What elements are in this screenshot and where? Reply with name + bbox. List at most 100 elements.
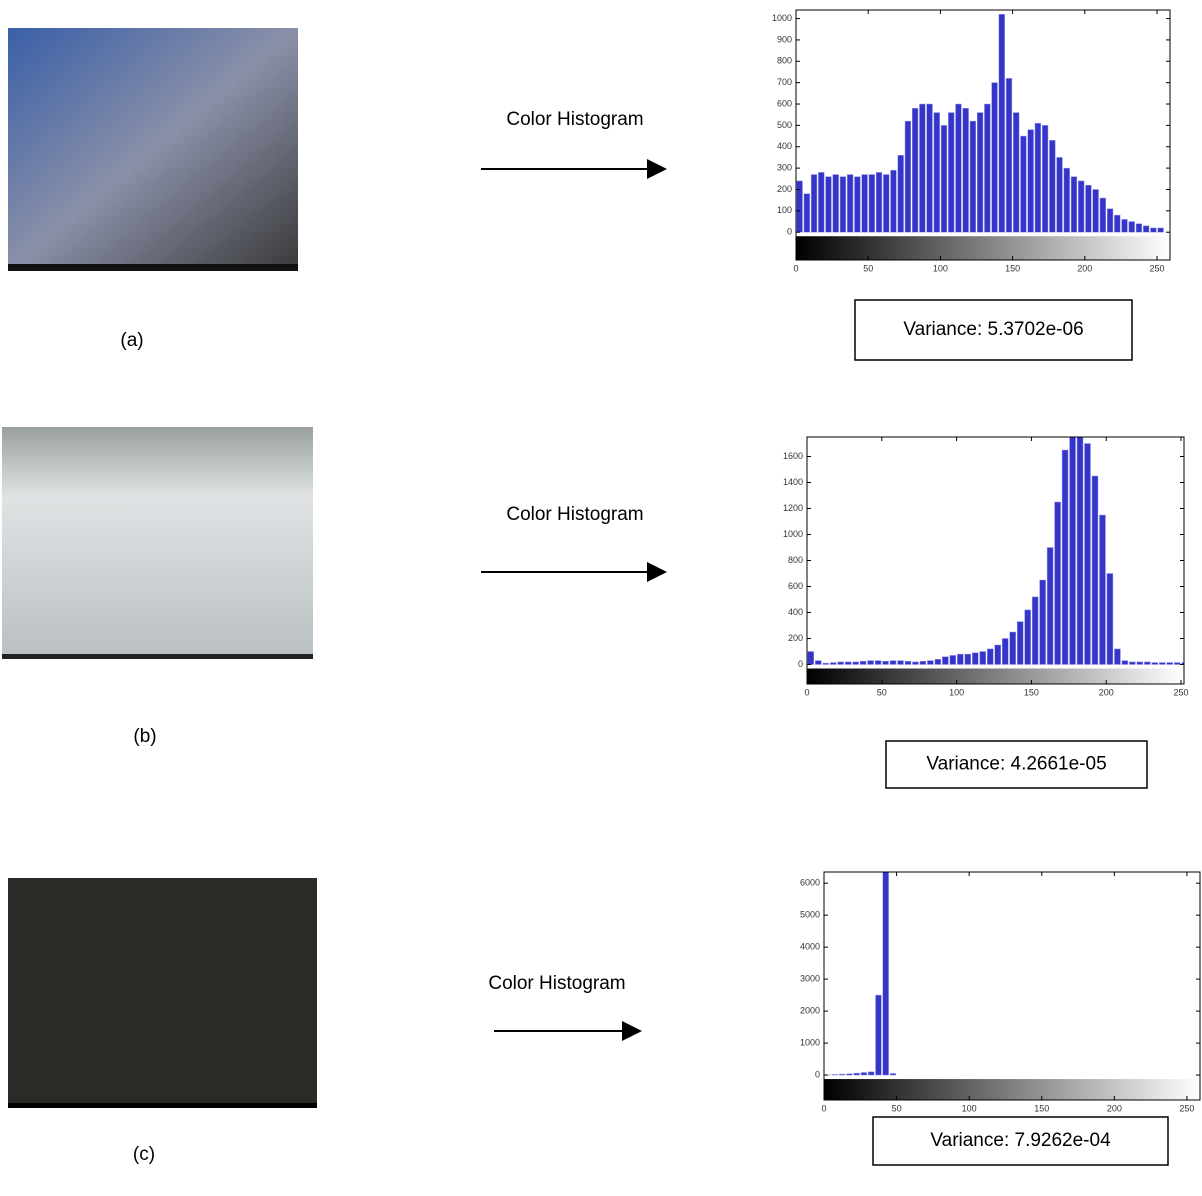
bar [994,644,1001,665]
bar [853,1072,860,1076]
bar [1151,662,1159,665]
x-tick-label: 250 [1173,687,1188,697]
bar [1063,167,1070,233]
bar [1016,621,1024,665]
bar [868,174,875,233]
y-tick-label: 0 [798,659,803,669]
bars [796,14,1164,233]
bar [1136,661,1144,665]
y-tick-label: 1000 [772,13,792,23]
bar [1078,180,1085,233]
bars [824,872,897,1076]
bar [897,155,904,233]
bar [1031,596,1039,665]
bar [839,176,847,233]
x-tick-label: 0 [804,687,809,697]
x-tick-label: 50 [877,687,887,697]
bar [847,174,854,233]
y-tick-label: 3000 [800,973,820,983]
bar [883,174,890,233]
bar [829,662,837,665]
bar [1054,501,1061,665]
bar [984,103,991,233]
bar [911,108,919,233]
x-tick-label: 150 [1005,263,1020,273]
photo-border [8,264,298,271]
y-tick-label: 400 [777,141,792,151]
x-tick-label: 250 [1149,263,1164,273]
photo-border [8,1103,317,1108]
bar [948,112,955,233]
bar [1159,662,1166,665]
bar [1092,189,1099,233]
axes-frame [823,871,1201,1101]
variance-text: Variance: 4.2661e-05 [926,754,1106,775]
bar [1099,197,1106,233]
bar [1039,579,1046,665]
bar [890,170,897,233]
bar [868,1071,875,1076]
panel-label: (b) [133,726,156,747]
x-tick-label: 200 [1099,687,1114,697]
axes-frame [795,9,1171,261]
x-tick-label: 100 [962,1103,977,1113]
bar [904,661,912,665]
bar [831,1074,839,1076]
y-tick-label: 1200 [783,503,803,513]
panel-label: (a) [120,330,143,351]
bar [1150,227,1157,233]
bar [852,661,859,665]
y-tick-label: 800 [777,56,792,66]
bar [1027,129,1034,233]
y-tick-label: 1000 [783,529,803,539]
x-tick-label: 200 [1107,1103,1122,1113]
photo [8,878,317,1108]
bar [991,82,998,233]
y-tick-label: 600 [788,581,803,591]
bar [838,1073,846,1076]
bar [955,103,962,233]
y-tick-label: 5000 [800,910,820,920]
bar [822,662,829,665]
bar [927,660,934,665]
bar [933,112,940,233]
variance-box [854,299,1133,361]
bar [1056,157,1063,233]
bar [969,120,977,233]
bar [1076,437,1084,665]
bar [1114,214,1121,233]
variance-box [872,1116,1169,1166]
y-tick-label: 200 [777,184,792,194]
bar [1128,221,1135,233]
bar [962,108,969,233]
bar [1106,208,1114,233]
y-tick-label: 700 [777,77,792,87]
bar [904,120,912,233]
y-tick-label: 2000 [800,1005,820,1015]
bar [882,872,889,1076]
bar [807,651,814,665]
bar [810,174,818,233]
y-tick-label: 300 [777,162,792,172]
arrow-text: Color Histogram [488,973,625,994]
x-tick-label: 100 [949,687,964,697]
bar [1157,227,1164,233]
bar [1166,662,1174,665]
y-tick-label: 600 [777,98,792,108]
bar [1024,609,1031,665]
variance-box [885,740,1148,789]
arrow-text: Color Histogram [506,109,643,130]
bar [1129,661,1136,665]
y-tick-label: 100 [777,205,792,215]
x-tick-label: 0 [821,1103,826,1113]
bar [867,660,874,665]
bar [1069,437,1076,665]
bar [1091,475,1099,665]
bar [1034,122,1042,233]
bar [875,172,883,233]
bar [972,652,979,665]
variance-text: Variance: 5.3702e-06 [903,319,1083,340]
bar [940,125,948,233]
y-tick-label: 400 [788,607,803,617]
